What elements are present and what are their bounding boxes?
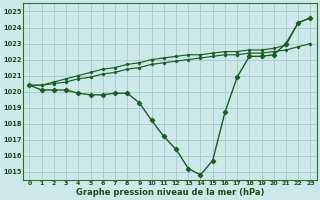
X-axis label: Graphe pression niveau de la mer (hPa): Graphe pression niveau de la mer (hPa) [76, 188, 264, 197]
